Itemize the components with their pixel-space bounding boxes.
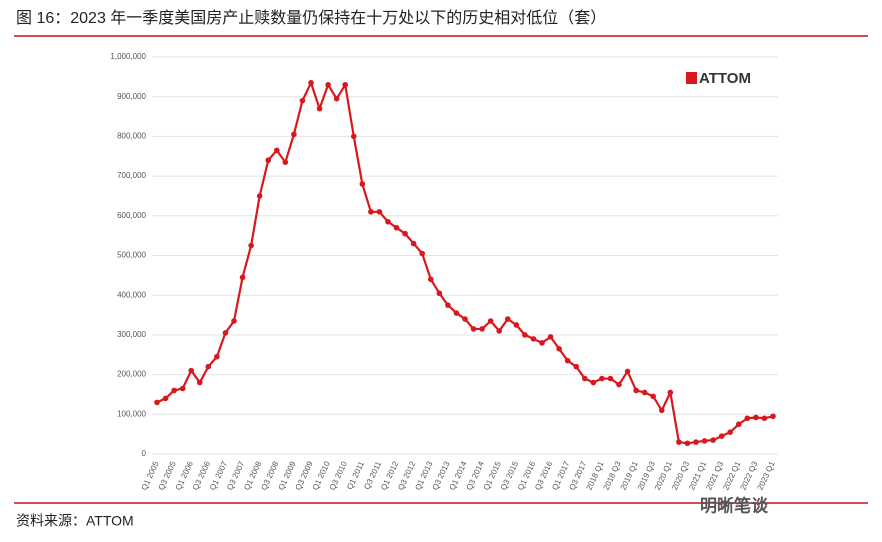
logo: ATTOM	[699, 70, 751, 87]
marker	[385, 218, 391, 225]
source: 资料来源：ATTOM	[16, 513, 134, 529]
y-tick-label: 500,000	[117, 251, 146, 260]
marker	[470, 326, 477, 332]
marker	[641, 389, 648, 396]
marker	[718, 433, 725, 439]
marker	[282, 159, 289, 166]
logo-icon	[686, 72, 697, 84]
marker	[342, 81, 349, 88]
marker	[710, 437, 716, 443]
marker	[676, 439, 682, 445]
marker	[419, 250, 426, 257]
y-tick-label: 1,000,000	[110, 52, 146, 61]
marker	[265, 157, 272, 164]
marker	[753, 414, 759, 421]
y-tick-label: 0	[142, 449, 147, 458]
y-tick-label: 300,000	[117, 330, 146, 339]
marker	[658, 407, 665, 414]
y-tick-label: 900,000	[117, 92, 146, 101]
y-tick-label: 400,000	[117, 290, 146, 299]
marker	[599, 375, 605, 382]
marker	[650, 393, 657, 400]
marker	[316, 105, 323, 112]
marker	[616, 381, 622, 388]
marker	[556, 345, 562, 352]
y-tick-label: 200,000	[117, 370, 146, 379]
marker	[196, 379, 203, 386]
marker	[427, 276, 434, 283]
marker	[222, 330, 229, 336]
marker	[436, 290, 443, 297]
marker	[162, 395, 169, 402]
marker	[684, 440, 691, 447]
marker	[248, 242, 254, 249]
marker	[770, 413, 776, 420]
marker	[744, 415, 751, 422]
marker	[154, 399, 160, 406]
marker	[359, 181, 366, 187]
marker	[273, 147, 280, 154]
marker	[607, 375, 614, 382]
watermark: 明晰笔谈	[700, 495, 769, 515]
marker	[445, 302, 451, 308]
marker	[496, 328, 503, 334]
marker	[179, 385, 186, 392]
marker	[239, 274, 246, 281]
marker	[188, 367, 195, 374]
marker	[410, 240, 417, 247]
marker	[350, 133, 357, 140]
marker	[667, 389, 674, 396]
marker	[171, 387, 177, 394]
marker	[325, 81, 331, 88]
marker	[299, 97, 306, 104]
y-tick-label: 700,000	[117, 171, 146, 180]
marker	[453, 310, 460, 316]
marker	[479, 326, 485, 332]
marker	[487, 318, 494, 324]
y-tick-label: 600,000	[117, 211, 146, 220]
marker	[522, 332, 528, 338]
marker	[256, 193, 263, 199]
marker	[308, 80, 314, 86]
chart-title: 图 16：2023 年一季度美国房产止赎数量仍保持在十万处以下的历史相对低位（套…	[16, 9, 606, 27]
marker	[393, 224, 400, 231]
marker	[333, 95, 340, 102]
marker	[624, 368, 631, 375]
marker	[205, 363, 212, 370]
marker	[539, 340, 545, 346]
marker	[590, 379, 597, 386]
marker	[530, 336, 537, 342]
marker	[402, 230, 408, 237]
marker	[701, 438, 708, 444]
marker	[547, 334, 554, 340]
marker	[231, 318, 237, 324]
marker	[368, 209, 374, 215]
marker	[513, 322, 520, 328]
marker	[462, 316, 468, 322]
marker	[504, 316, 511, 322]
marker	[727, 429, 734, 435]
marker	[564, 357, 571, 364]
marker	[581, 375, 588, 382]
marker	[761, 415, 768, 422]
y-tick-label: 100,000	[117, 409, 146, 418]
marker	[693, 439, 699, 445]
marker	[291, 131, 297, 138]
marker	[214, 353, 220, 360]
y-tick-label: 800,000	[117, 132, 146, 141]
marker	[573, 363, 580, 370]
marker	[735, 421, 742, 428]
marker	[633, 387, 639, 394]
marker	[376, 209, 383, 215]
